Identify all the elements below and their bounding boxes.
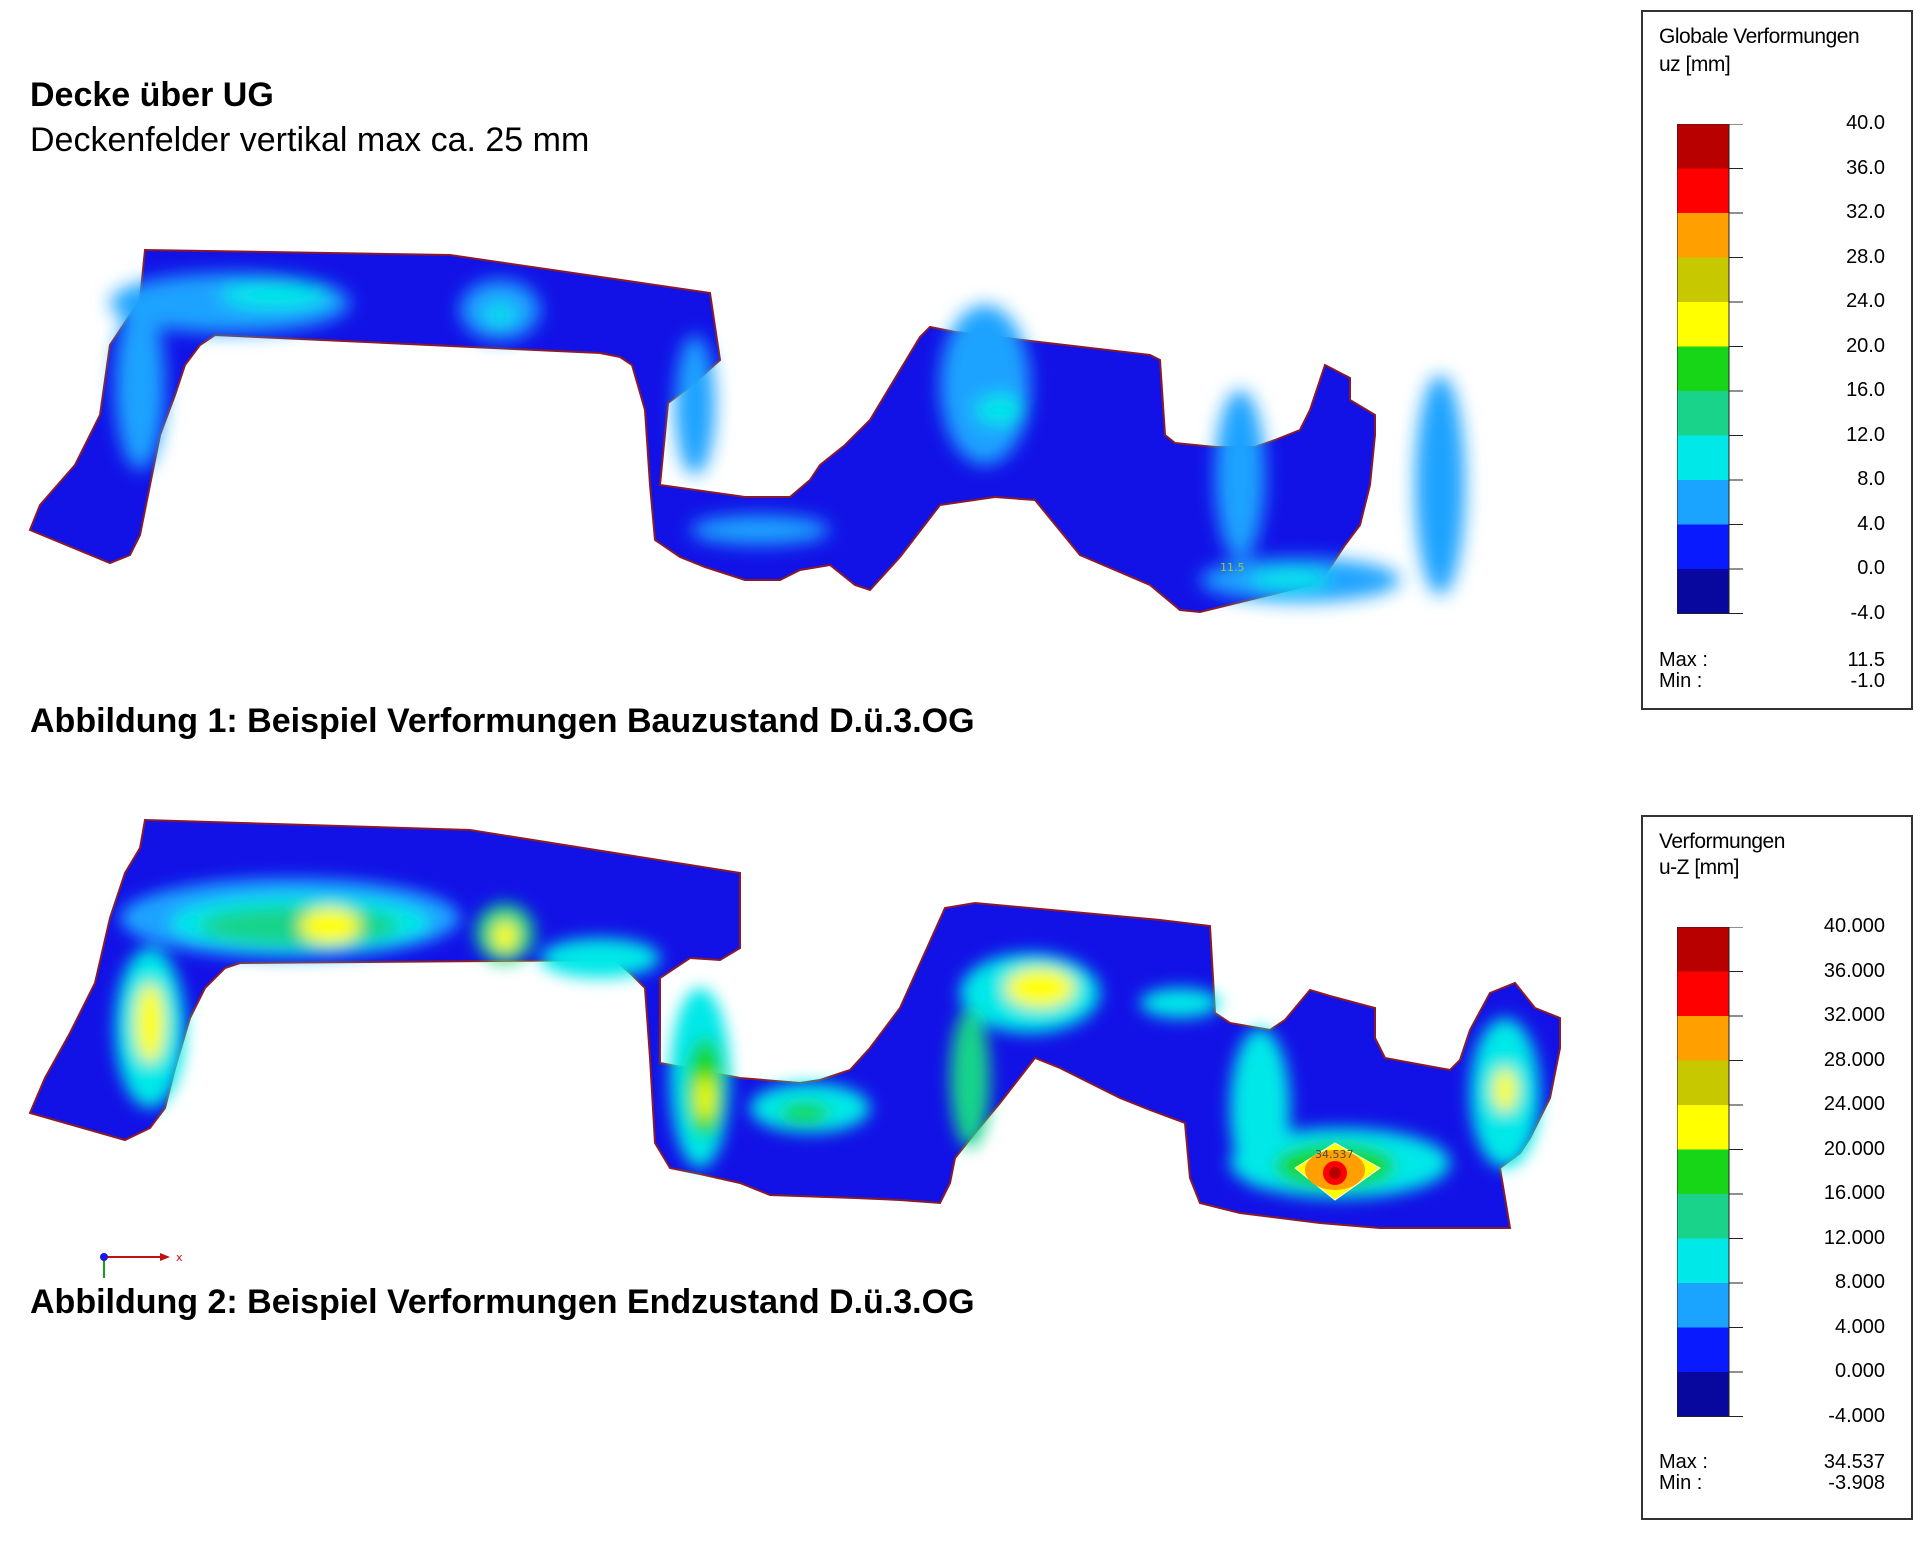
legend-color-band (1677, 1060, 1729, 1105)
legend-max-value: 11.5 (1847, 649, 1885, 671)
legend-tick-label: 8.0 (1857, 468, 1885, 490)
legend-color-band (1677, 257, 1729, 302)
legend-tick-label: 32.0 (1846, 201, 1885, 223)
legend-tick-label: 16.000 (1823, 1182, 1885, 1204)
axis-indicator: x (100, 1251, 183, 1278)
legend-min-label: Min : (1659, 670, 1703, 692)
legend-tick-label: 40.000 (1823, 915, 1885, 937)
figure-caption-1: Abbildung 1: Beispiel Verformungen Bauzu… (30, 702, 975, 740)
legend-tick-label: 4.000 (1834, 1315, 1885, 1338)
figure-caption-2: Abbildung 2: Beispiel Verformungen Endzu… (30, 1283, 975, 1321)
peak-contour (1294, 1142, 1381, 1201)
legend-min-value: -1.0 (1850, 670, 1885, 692)
legend-tick-label: -4.000 (1828, 1404, 1885, 1427)
legend-max-label: Max : (1659, 649, 1708, 671)
legend-tick-label: 0.000 (1834, 1360, 1885, 1382)
legend-color-band (1677, 569, 1729, 614)
legend-title-line2: uz [mm] (1659, 53, 1731, 76)
legend-tick-label: 32.000 (1823, 1004, 1885, 1026)
legend-min-value: -3.908 (1828, 1472, 1885, 1494)
legend-tick-label: 20.0 (1846, 334, 1885, 357)
legend-tick-label: 40.0 (1846, 112, 1885, 134)
contour-blobs (115, 878, 1540, 1198)
legend-color-scale (1677, 927, 1743, 1417)
legend-tick-label: 28.000 (1823, 1048, 1885, 1071)
legend-color-band (1677, 524, 1729, 569)
legend-tick-label: 4.0 (1857, 512, 1885, 535)
legend-color-band (1677, 346, 1729, 391)
legend-color-band (1677, 1194, 1729, 1239)
legend-tick-label: 0.0 (1857, 557, 1885, 579)
section-subheading: Deckenfelder vertikal max ca. 25 mm (30, 121, 590, 159)
legend-tick-label: -4.0 (1850, 601, 1885, 624)
legend-color-band (1677, 1238, 1729, 1283)
legend-tick-label: 28.0 (1846, 245, 1885, 268)
legend-title-line2: u-Z [mm] (1659, 856, 1740, 879)
legend-color-band (1677, 1283, 1729, 1328)
legend-tick-label: 20.000 (1823, 1137, 1885, 1160)
legend-color-band (1677, 1327, 1729, 1372)
deformation-plot-2: 34.537 (28, 818, 1561, 1229)
legend-min-label: Min : (1659, 1472, 1703, 1494)
legend-tick-label: 12.0 (1846, 423, 1885, 446)
color-legend-2: Verformungen u-Z [mm] 40.000 36.000 32.000… (1641, 815, 1913, 1520)
legend-color-band (1677, 435, 1729, 480)
legend-color-band (1677, 1016, 1729, 1061)
legend-tick-label: 12.000 (1823, 1226, 1885, 1249)
legend-scale-border (1677, 124, 1730, 614)
legend-color-band (1677, 1149, 1729, 1194)
color-legend-1: Globale Verformungen uz [mm] 40.0 36.0 32.… (1641, 10, 1913, 710)
legend-tick-label: 36.000 (1823, 959, 1885, 982)
legend-color-band (1677, 1372, 1729, 1417)
deformation-plot-1: 11.5 (28, 248, 1465, 614)
legend-tick-label: 24.000 (1823, 1093, 1885, 1115)
max-point-label: 11.5 (1220, 561, 1245, 574)
contour-blobs (110, 273, 1465, 602)
legend-color-band (1677, 213, 1729, 258)
legend-tick-label: 24.0 (1846, 290, 1885, 312)
legend-color-band (1677, 927, 1729, 972)
legend-color-band (1677, 480, 1729, 525)
legend-color-scale (1677, 124, 1743, 614)
legend-title-line1: Verformungen (1659, 830, 1785, 853)
legend-color-band (1677, 971, 1729, 1016)
axis-x-label: x (176, 1251, 183, 1264)
legend-max-value: 34.537 (1823, 1451, 1885, 1473)
section-heading: Decke über UG (30, 76, 274, 114)
legend-color-band (1677, 1105, 1729, 1150)
legend-tick-label: 36.0 (1846, 156, 1885, 179)
legend-tick-label: 8.000 (1834, 1271, 1885, 1293)
legend-color-band (1677, 302, 1729, 347)
legend-scale-border (1677, 927, 1730, 1417)
slab-outline (28, 248, 1376, 614)
legend-tick-label: 16.0 (1846, 379, 1885, 401)
legend-title-line1: Globale Verformungen (1659, 25, 1860, 48)
legend-color-band (1677, 124, 1729, 169)
legend-color-band (1677, 391, 1729, 436)
legend-max-label: Max : (1659, 1451, 1708, 1473)
legend-color-band (1677, 168, 1729, 213)
max-point-label: 34.537 (1315, 1148, 1354, 1161)
